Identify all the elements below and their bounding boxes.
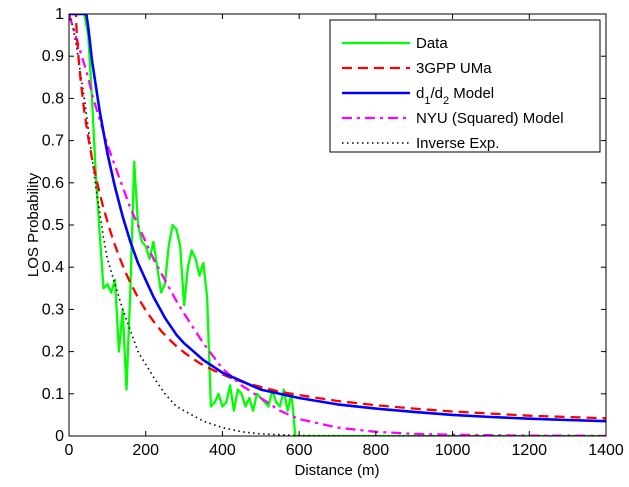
y-tick-label: 0 [55,428,64,445]
y-axis-label: LOS Probability [25,172,42,277]
axis-ticks: 0 200 400 600 800 1000 1200 1400 0 0.1 0.2 0.3 0.4 0.… [42,6,624,459]
x-tick-label: 400 [209,442,236,459]
x-tick-label: 1400 [588,442,624,459]
y-tick-label: 1 [55,6,64,23]
x-tick-label: 600 [286,442,313,459]
y-tick-label: 0.5 [42,217,64,234]
legend-label-2: d1/d2 Model [416,85,494,107]
y-tick-label: 0.7 [42,133,64,150]
series-line-1 [69,14,606,420]
series-line-0 [69,14,606,436]
legend: Data 3GPP UMa d1/d2 Model NYU (Squared) Mod… [329,19,601,153]
legend-label-4: Inverse Exp. [416,135,499,152]
x-tick-label: 200 [132,442,159,459]
y-tick-label: 0.4 [42,259,64,276]
y-tick-label: 0.9 [42,48,64,65]
x-tick-label: 0 [65,442,74,459]
y-tick-label: 0.3 [42,301,64,318]
x-tick-label: 800 [363,442,390,459]
legend-label-0: Data [416,35,448,52]
x-axis-label: Distance (m) [294,462,379,479]
x-tick-label: 1000 [435,442,471,459]
y-tick-label: 0.1 [42,386,64,403]
series-line-2 [69,14,606,423]
series-line-3 [69,14,606,436]
y-tick-label: 0.8 [42,90,64,107]
series-line-4 [69,14,606,436]
y-tick-label: 0.6 [42,175,64,192]
legend-label-1: 3GPP UMa [416,60,492,77]
legend-label-3: NYU (Squared) Model [416,110,564,127]
y-tick-label: 0.2 [42,344,64,361]
x-tick-label: 1200 [511,442,547,459]
series-layer [69,14,606,436]
